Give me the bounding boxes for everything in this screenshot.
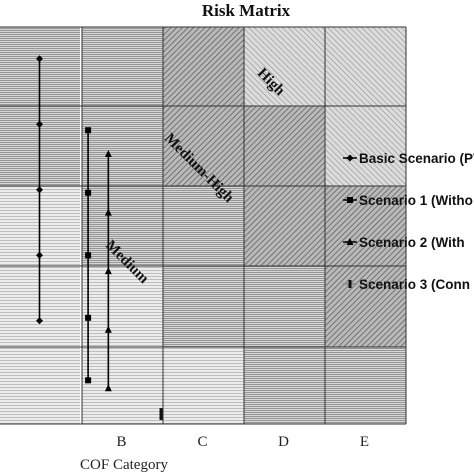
- risk-cell-d-1: [244, 347, 325, 424]
- series-point: [36, 317, 43, 325]
- series-layer: [36, 55, 163, 421]
- x-tick-labels: B C D E: [116, 434, 369, 450]
- risk-cell-b-2: [82, 266, 163, 347]
- legend-label: Scenario 2 (With: [359, 235, 465, 250]
- x-tick-b: B: [116, 434, 126, 450]
- series-point: [36, 251, 43, 259]
- legend-item-3: Scenario 2 (With: [343, 235, 465, 250]
- series-point: [85, 314, 92, 321]
- series-point: [85, 127, 92, 134]
- x-axis-label: COF Category: [80, 457, 168, 473]
- series-point: [104, 208, 112, 216]
- legend-label: Scenario 3 (Conn: [359, 277, 470, 292]
- series-2: [85, 127, 92, 384]
- risk-cell-c-3: [163, 186, 244, 266]
- risk-cell-d-3: [244, 186, 325, 266]
- risk-cell-b-3: [82, 186, 163, 266]
- x-tick-d: D: [278, 434, 289, 450]
- risk-cell-d-4: [244, 106, 325, 186]
- legend-item-1: Basic Scenario (PV: [343, 151, 474, 166]
- series-4: [159, 408, 163, 421]
- series-point: [85, 189, 92, 196]
- legend-label: Scenario 1 (Witho: [359, 193, 473, 208]
- risk-cell-a-1: [0, 347, 80, 424]
- series-point: [36, 120, 43, 128]
- risk-cell-c-1: [163, 347, 244, 424]
- risk-cell-e-5: [325, 27, 406, 106]
- legend-marker: [347, 197, 353, 203]
- legend: Basic Scenario (PV Scenario 1 (Witho Scena…: [343, 151, 474, 292]
- series-point: [104, 325, 112, 333]
- risk-cell-d-5: [244, 27, 325, 106]
- risk-cell-b-5: [82, 27, 163, 106]
- series-point: [36, 55, 43, 63]
- legend-marker: [346, 154, 354, 162]
- series-3: [104, 150, 112, 392]
- legend-label: Basic Scenario (PV: [359, 151, 474, 166]
- risk-cell-e-3: [325, 186, 406, 266]
- legend-item-2: Scenario 1 (Witho: [343, 193, 473, 208]
- x-tick-c: C: [197, 434, 207, 450]
- risk-cell-e-1: [325, 347, 406, 424]
- risk-grid: [0, 27, 406, 424]
- series-point: [159, 412, 163, 421]
- series-point: [104, 384, 112, 392]
- legend-marker: [346, 238, 354, 245]
- chart-title: Risk Matrix: [202, 1, 291, 20]
- series-point: [36, 186, 43, 194]
- series-point: [104, 150, 112, 158]
- grid-lines: [0, 26, 407, 425]
- legend-item-4: Scenario 3 (Conn: [343, 277, 470, 292]
- risk-cell-e-2: [325, 266, 406, 347]
- x-tick-e: E: [360, 434, 369, 450]
- risk-cell-e-4: [325, 106, 406, 186]
- series-point: [85, 377, 92, 384]
- legend-marker: [348, 280, 352, 288]
- risk-cell-c-4: [163, 106, 244, 186]
- risk-cell-c-5: [163, 27, 244, 106]
- risk-cell-d-2: [244, 266, 325, 347]
- series-1: [36, 55, 43, 325]
- risk-cell-b-1: [82, 347, 163, 424]
- risk-cell-c-2: [163, 266, 244, 347]
- series-point: [85, 252, 92, 259]
- series-point: [104, 267, 112, 275]
- risk-cell-b-4: [82, 106, 163, 186]
